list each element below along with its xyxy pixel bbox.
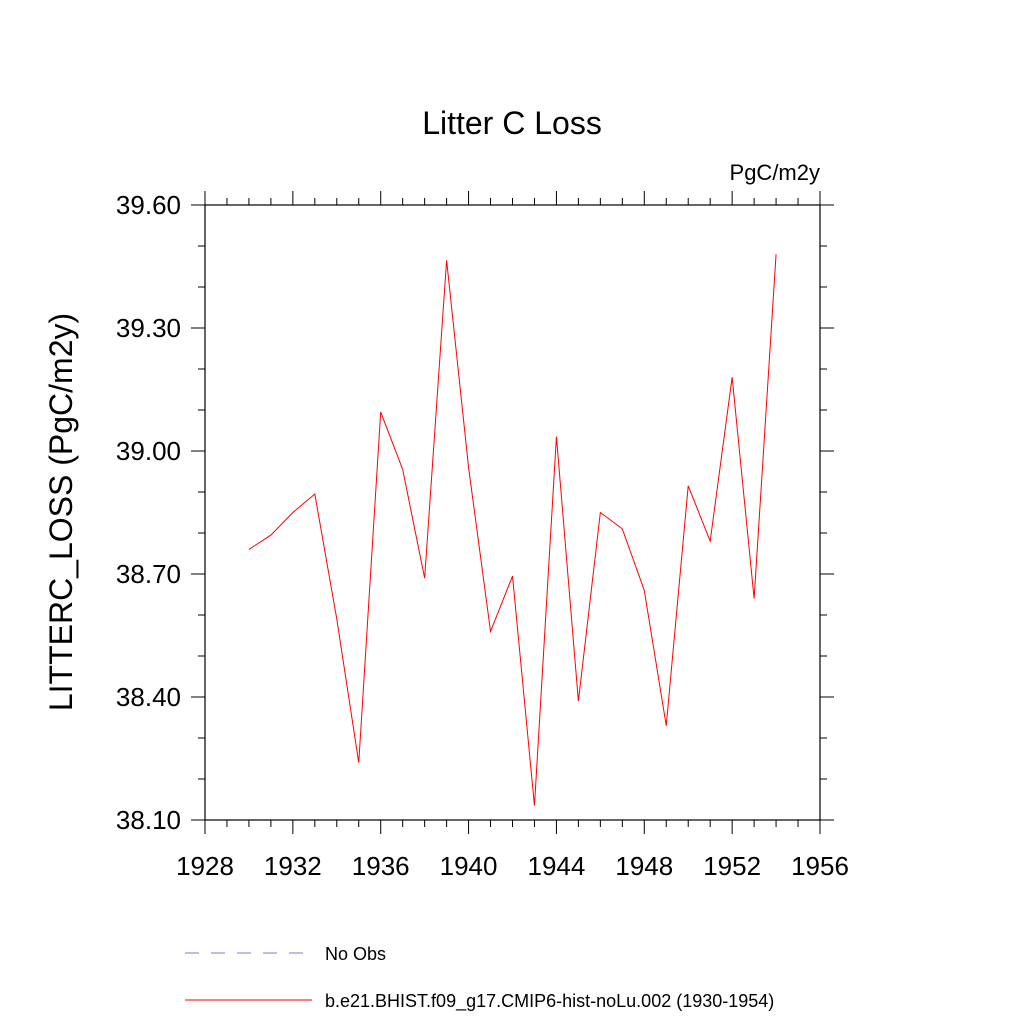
y-tick-label: 39.30 <box>116 313 181 343</box>
y-tick-label: 38.70 <box>116 559 181 589</box>
plot-frame <box>204 204 821 821</box>
x-tick-label: 1956 <box>791 851 849 881</box>
chart-title: Litter C Loss <box>422 105 602 141</box>
x-tick-label: 1952 <box>703 851 761 881</box>
x-tick-label: 1936 <box>352 851 410 881</box>
y-axis-label: LITTERC_LOSS (PgC/m2y) <box>43 313 79 711</box>
x-tick-label: 1940 <box>440 851 498 881</box>
axis-ticks <box>191 191 834 834</box>
x-tick-label: 1944 <box>528 851 586 881</box>
y-tick-label: 39.60 <box>116 190 181 220</box>
legend-label-no-obs: No Obs <box>325 944 386 964</box>
series-line <box>248 254 777 806</box>
y-tick-label: 39.00 <box>116 436 181 466</box>
legend-label-model: b.e21.BHIST.f09_g17.CMIP6-hist-noLu.002 … <box>325 991 774 1012</box>
series-group <box>248 254 777 806</box>
x-tick-label: 1928 <box>176 851 234 881</box>
x-tick-label: 1948 <box>615 851 673 881</box>
y-tick-labels: 38.10 38.40 38.70 39.00 39.30 39.60 <box>116 190 181 835</box>
x-tick-label: 1932 <box>264 851 322 881</box>
x-tick-labels: 1928 1932 1936 1940 1944 1948 1952 1956 <box>176 851 849 881</box>
y-tick-label: 38.40 <box>116 682 181 712</box>
y-tick-label: 38.10 <box>116 805 181 835</box>
units-label: PgC/m2y <box>730 160 820 185</box>
legend: No Obs b.e21.BHIST.f09_g17.CMIP6-hist-no… <box>185 944 774 1012</box>
